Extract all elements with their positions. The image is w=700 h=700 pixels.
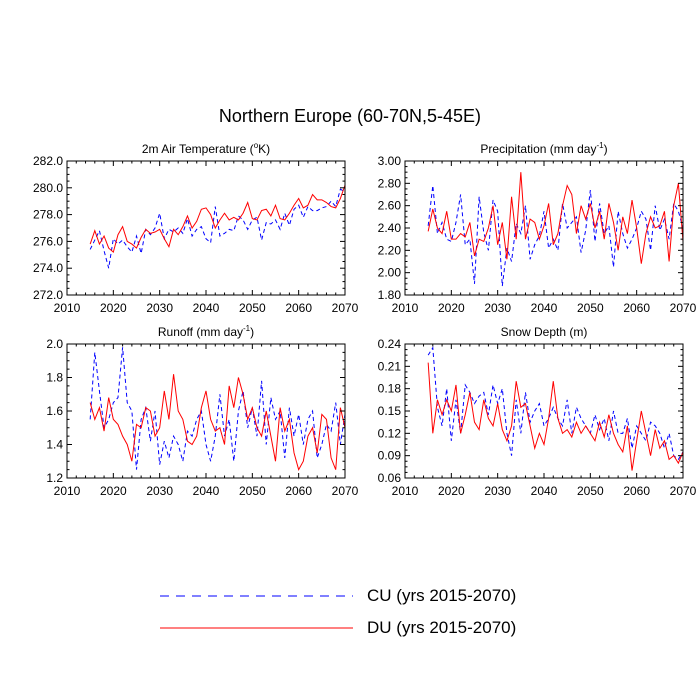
x-tick-label: 2030 [146, 484, 173, 498]
plot-frame [404, 160, 684, 296]
y-tick-label: 0.18 [378, 382, 402, 396]
x-tick-label: 2030 [484, 484, 511, 498]
panel-title: Precipitation (mm day-1) [480, 141, 607, 156]
y-tick-label: 0.06 [378, 471, 402, 485]
y-tick-label: 1.2 [46, 471, 63, 485]
y-tick-label: 0.12 [378, 426, 402, 440]
x-tick-label: 2040 [193, 301, 220, 315]
y-tick-label: 272.0 [33, 288, 63, 302]
series-line-cu [89, 347, 345, 470]
panel-title: 2m Air Temperature (oK) [142, 141, 270, 156]
x-tick-label: 2060 [285, 484, 312, 498]
x-tick-label: 2050 [239, 484, 266, 498]
chart-panel-2: 2010 2020 2030 2040 2050 2060 2070 1.80 2.00 2.20… [378, 141, 697, 315]
y-tick-label: 280.0 [33, 181, 63, 195]
x-tick-label: 2060 [285, 301, 312, 315]
series-line-du [89, 374, 345, 471]
x-tick-label: 2040 [193, 484, 220, 498]
y-tick-label: 282.0 [33, 154, 63, 168]
y-tick-label: 2.00 [378, 266, 402, 280]
panel-title: Snow Depth (m) [501, 325, 588, 339]
x-tick-label: 2050 [239, 301, 266, 315]
legend-line-cu [160, 595, 353, 597]
y-tick-label: 0.24 [378, 337, 402, 351]
plot-frame [66, 343, 346, 479]
x-tick-label: 2020 [100, 484, 127, 498]
x-tick-label: 2030 [484, 301, 511, 315]
series-line-du [427, 172, 683, 264]
chart-panel-4: 2010 2020 2030 2040 2050 2060 2070 0.06 0.09 0.12… [378, 325, 697, 498]
x-tick-label: 2030 [146, 301, 173, 315]
x-tick-label: 2050 [577, 301, 604, 315]
series-line-cu [89, 188, 345, 269]
y-tick-label: 1.8 [46, 371, 63, 385]
x-tick-label: 2070 [332, 301, 359, 315]
y-tick-label: 274.0 [33, 261, 63, 275]
plot-frame [66, 160, 346, 296]
y-tick-label: 1.6 [46, 404, 63, 418]
x-tick-label: 2060 [623, 301, 650, 315]
x-tick-label: 2010 [54, 301, 81, 315]
y-tick-label: 0.15 [378, 404, 402, 418]
series-line-cu [427, 185, 683, 287]
chart-panel-1: 2010 2020 2030 2040 2050 2060 2070 272.0 274.0 27… [33, 141, 359, 315]
legend-line-du [160, 627, 353, 629]
x-tick-label: 2070 [670, 484, 697, 498]
x-tick-label: 2040 [531, 301, 558, 315]
x-tick-label: 2070 [670, 301, 697, 315]
y-tick-label: 2.0 [46, 337, 63, 351]
y-tick-label: 2.80 [378, 176, 402, 190]
legend-label-du: DU (yrs 2015-2070) [367, 618, 517, 637]
x-tick-label: 2010 [392, 484, 419, 498]
x-tick-label: 2020 [438, 301, 465, 315]
series-line-du [427, 362, 683, 471]
y-tick-label: 2.40 [378, 221, 402, 235]
y-tick-label: 0.09 [378, 449, 402, 463]
panel-title: Runoff (mm day-1) [158, 324, 254, 339]
legend-label-cu: CU (yrs 2015-2070) [367, 586, 517, 605]
y-tick-label: 276.0 [33, 234, 63, 248]
chart-panel-3: 2010 2020 2030 2040 2050 2060 2070 1.2 1.4 1.6 1.8… [46, 324, 358, 498]
x-tick-label: 2050 [577, 484, 604, 498]
x-tick-label: 2010 [54, 484, 81, 498]
y-tick-label: 1.80 [378, 288, 402, 302]
x-tick-label: 2070 [332, 484, 359, 498]
figure-title: Northern Europe (60-70N,5-45E) [218, 106, 482, 126]
legend-item-du: DU (yrs 2015-2070) [160, 616, 516, 640]
y-tick-label: 2.60 [378, 199, 402, 213]
y-tick-label: 2.20 [378, 243, 402, 257]
y-tick-label: 1.4 [46, 438, 63, 452]
x-tick-label: 2020 [438, 484, 465, 498]
y-tick-label: 0.21 [378, 359, 402, 373]
y-tick-label: 3.00 [378, 154, 402, 168]
x-tick-label: 2060 [623, 484, 650, 498]
series-line-du [89, 184, 345, 254]
x-tick-label: 2040 [531, 484, 558, 498]
legend-item-cu: CU (yrs 2015-2070) [160, 584, 516, 608]
x-tick-label: 2020 [100, 301, 127, 315]
y-tick-label: 278.0 [33, 208, 63, 222]
x-tick-label: 2010 [392, 301, 419, 315]
